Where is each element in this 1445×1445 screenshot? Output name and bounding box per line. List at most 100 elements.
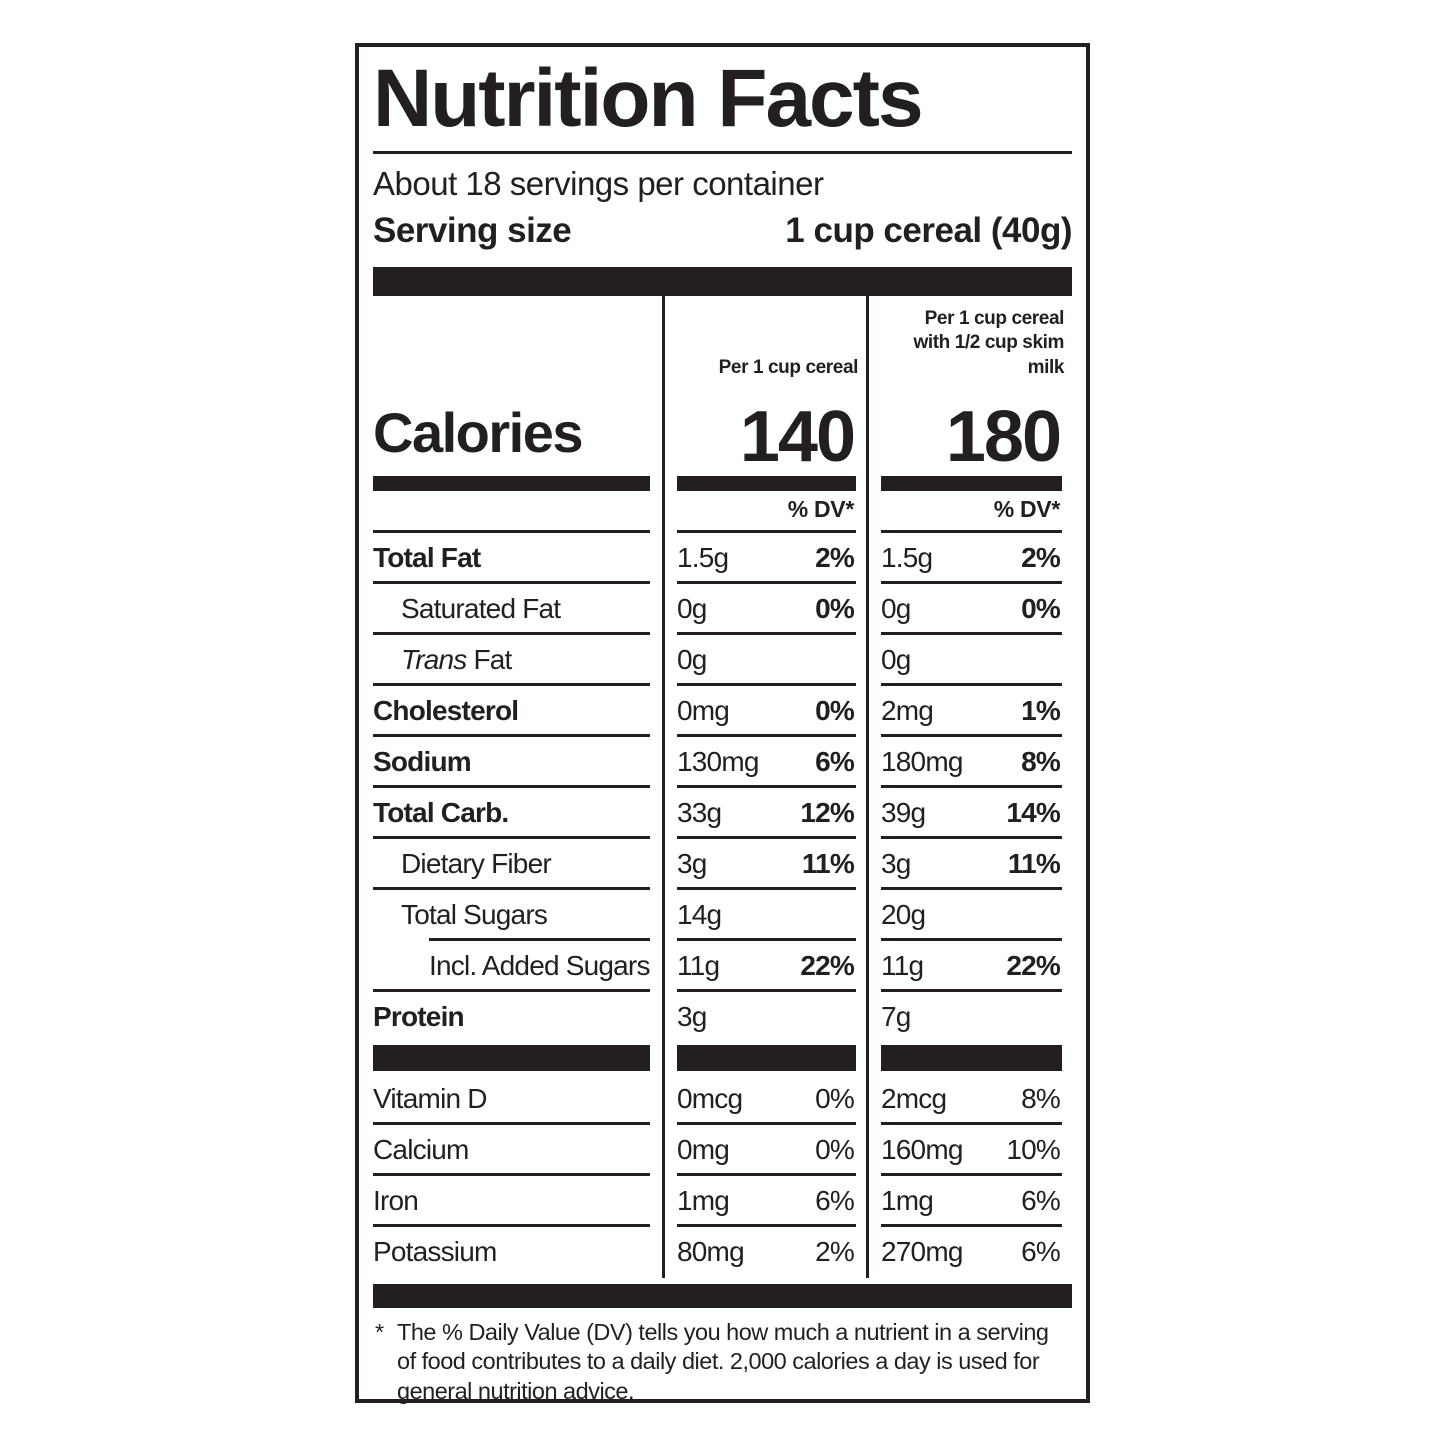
amount-value: 270mg	[881, 1236, 963, 1268]
value-cell-cereal: 0mg 0%	[662, 685, 866, 737]
dv-header-cereal: % DV*	[662, 490, 866, 533]
dv-percent-value: 8%	[1021, 1083, 1061, 1115]
nutrient-name: Calcium	[373, 1134, 469, 1166]
serving-size-label: Serving size	[373, 210, 572, 250]
value-cell-cereal: 14g	[662, 889, 866, 941]
amount-value: 0g	[677, 644, 707, 676]
dv-percent-value: 22%	[1006, 950, 1060, 982]
dv-percent-value: 10%	[1006, 1134, 1060, 1166]
nutrient-row: Cholesterol 0mg 0% 2mg 1%	[373, 685, 1072, 737]
serving-size-row: Serving size 1 cup cereal (40g)	[373, 203, 1072, 267]
value-cell-with-milk: 270mg 6%	[866, 1226, 1072, 1278]
value-cell-with-milk: 2mcg 8%	[866, 1073, 1072, 1125]
footnote-marker: *	[375, 1318, 384, 1345]
dv-percent-value: 11%	[1007, 848, 1061, 880]
section-divider-bar-bottom	[373, 1283, 1072, 1308]
daily-value-footnote: * The % Daily Value (DV) tells you how m…	[373, 1308, 1072, 1408]
vitamin-row: Vitamin D 0mcg 0% 2mcg 8%	[373, 1073, 1072, 1125]
amount-value: 0g	[881, 644, 911, 676]
dv-percent-value: 6%	[1021, 1185, 1061, 1217]
column-headers-row: Per 1 cup cereal Per 1 cup cereal with 1…	[373, 295, 1072, 391]
nutrient-name: Incl. Added Sugars	[429, 950, 650, 982]
amount-value: 180mg	[881, 746, 963, 778]
amount-value: 1.5g	[677, 542, 729, 574]
amount-value: 130mg	[677, 746, 759, 778]
amount-value: 1mg	[881, 1185, 934, 1217]
value-cell-cereal: 80mg 2%	[662, 1226, 866, 1278]
dv-percent-value: 0%	[815, 695, 855, 727]
amount-value: 3g	[677, 848, 707, 880]
value-cell-cereal: 130mg 6%	[662, 736, 866, 788]
calories-label: Calories	[373, 391, 662, 491]
amount-value: 80mg	[677, 1236, 745, 1268]
value-cell-cereal: 0g	[662, 634, 866, 686]
dv-percent-value: 2%	[815, 542, 855, 574]
nutrient-name: Protein	[373, 1001, 465, 1033]
value-cell-with-milk: 0g 0%	[866, 583, 1072, 635]
value-cell-cereal: 3g	[662, 991, 866, 1043]
value-cell-with-milk: 160mg 10%	[866, 1124, 1072, 1176]
amount-value: 11g	[881, 950, 924, 982]
footnote-text: The % Daily Value (DV) tells you how muc…	[397, 1318, 1049, 1405]
nutrient-table: Per 1 cup cereal Per 1 cup cereal with 1…	[373, 295, 1072, 1278]
dv-percent-value: 14%	[1006, 797, 1060, 829]
amount-value: 3g	[677, 1001, 707, 1033]
value-cell-with-milk: 1mg 6%	[866, 1175, 1072, 1227]
nutrient-row: Dietary Fiber 3g 11% 3g 11%	[373, 838, 1072, 890]
vitamin-rows: Vitamin D 0mcg 0% 2mcg 8% Calcium 0mg 0%…	[373, 1073, 1072, 1278]
dv-header-with-milk: % DV*	[866, 490, 1072, 533]
nutrient-row: Protein 3g 7g	[373, 991, 1072, 1043]
calories-value-cereal: 140	[662, 390, 866, 491]
nutrient-row: Saturated Fat 0g 0% 0g 0%	[373, 583, 1072, 635]
nutrient-rows: Total Fat 1.5g 2% 1.5g 2% Saturated Fat …	[373, 532, 1072, 1043]
amount-value: 0mg	[677, 1134, 730, 1166]
dv-percent-value: 6%	[815, 1185, 855, 1217]
value-cell-with-milk: 11g 22%	[866, 940, 1072, 992]
dv-percent-value: 0%	[815, 593, 855, 625]
nutrient-row: Total Fat 1.5g 2% 1.5g 2%	[373, 532, 1072, 584]
amount-value: 0mg	[677, 695, 730, 727]
title-divider	[373, 150, 1072, 154]
nutrient-name: Total Sugars	[401, 899, 548, 931]
dv-percent-value: 22%	[800, 950, 854, 982]
amount-value: 14g	[677, 899, 722, 931]
amount-value: 0g	[677, 593, 707, 625]
amount-value: 0mcg	[677, 1083, 743, 1115]
dv-percent-value: 1%	[1021, 695, 1061, 727]
column-header-cereal-with-milk: Per 1 cup cereal with 1/2 cup skim milk	[866, 295, 1072, 391]
dv-percent-value: 0%	[815, 1134, 855, 1166]
nutrient-name: Saturated Fat	[401, 593, 561, 625]
nutrient-name: Potassium	[373, 1236, 497, 1268]
dv-percent-value: 0%	[815, 1083, 855, 1115]
amount-value: 1.5g	[881, 542, 933, 574]
value-cell-with-milk: 7g	[866, 991, 1072, 1043]
nutrient-row: Trans Fat 0g 0g	[373, 634, 1072, 686]
value-cell-cereal: 3g 11%	[662, 838, 866, 890]
value-cell-with-milk: 0g	[866, 634, 1072, 686]
amount-value: 39g	[881, 797, 926, 829]
amount-value: 33g	[677, 797, 722, 829]
dv-percent-value: 2%	[815, 1236, 855, 1268]
value-cell-with-milk: 3g 11%	[866, 838, 1072, 890]
amount-value: 7g	[881, 1001, 911, 1033]
calories-value-with-milk: 180	[866, 390, 1072, 491]
vitamin-row: Potassium 80mg 2% 270mg 6%	[373, 1226, 1072, 1278]
amount-value: 2mg	[881, 695, 934, 727]
label-title: Nutrition Facts	[373, 53, 924, 144]
amount-value: 3g	[881, 848, 911, 880]
amount-value: 20g	[881, 899, 926, 931]
nutrient-row: Sodium 130mg 6% 180mg 8%	[373, 736, 1072, 788]
nutrient-name: Sodium	[373, 746, 472, 778]
amount-value: 1mg	[677, 1185, 730, 1217]
dv-percent-value: 2%	[1021, 542, 1061, 574]
dv-percent-value: 0%	[1021, 593, 1061, 625]
dv-percent-value: 12%	[800, 797, 854, 829]
amount-value: 0g	[881, 593, 911, 625]
nutrient-name: Trans Fat	[401, 644, 512, 676]
value-cell-with-milk: 1.5g 2%	[866, 532, 1072, 584]
vitamin-row: Calcium 0mg 0% 160mg 10%	[373, 1124, 1072, 1176]
nutrition-facts-label: Nutrition Facts About 18 servings per co…	[355, 43, 1090, 1404]
nutrient-row: Total Sugars 14g 20g	[373, 889, 1072, 941]
nutrient-name: Cholesterol	[373, 695, 519, 727]
mid-divider-bar-row	[373, 1042, 1072, 1074]
